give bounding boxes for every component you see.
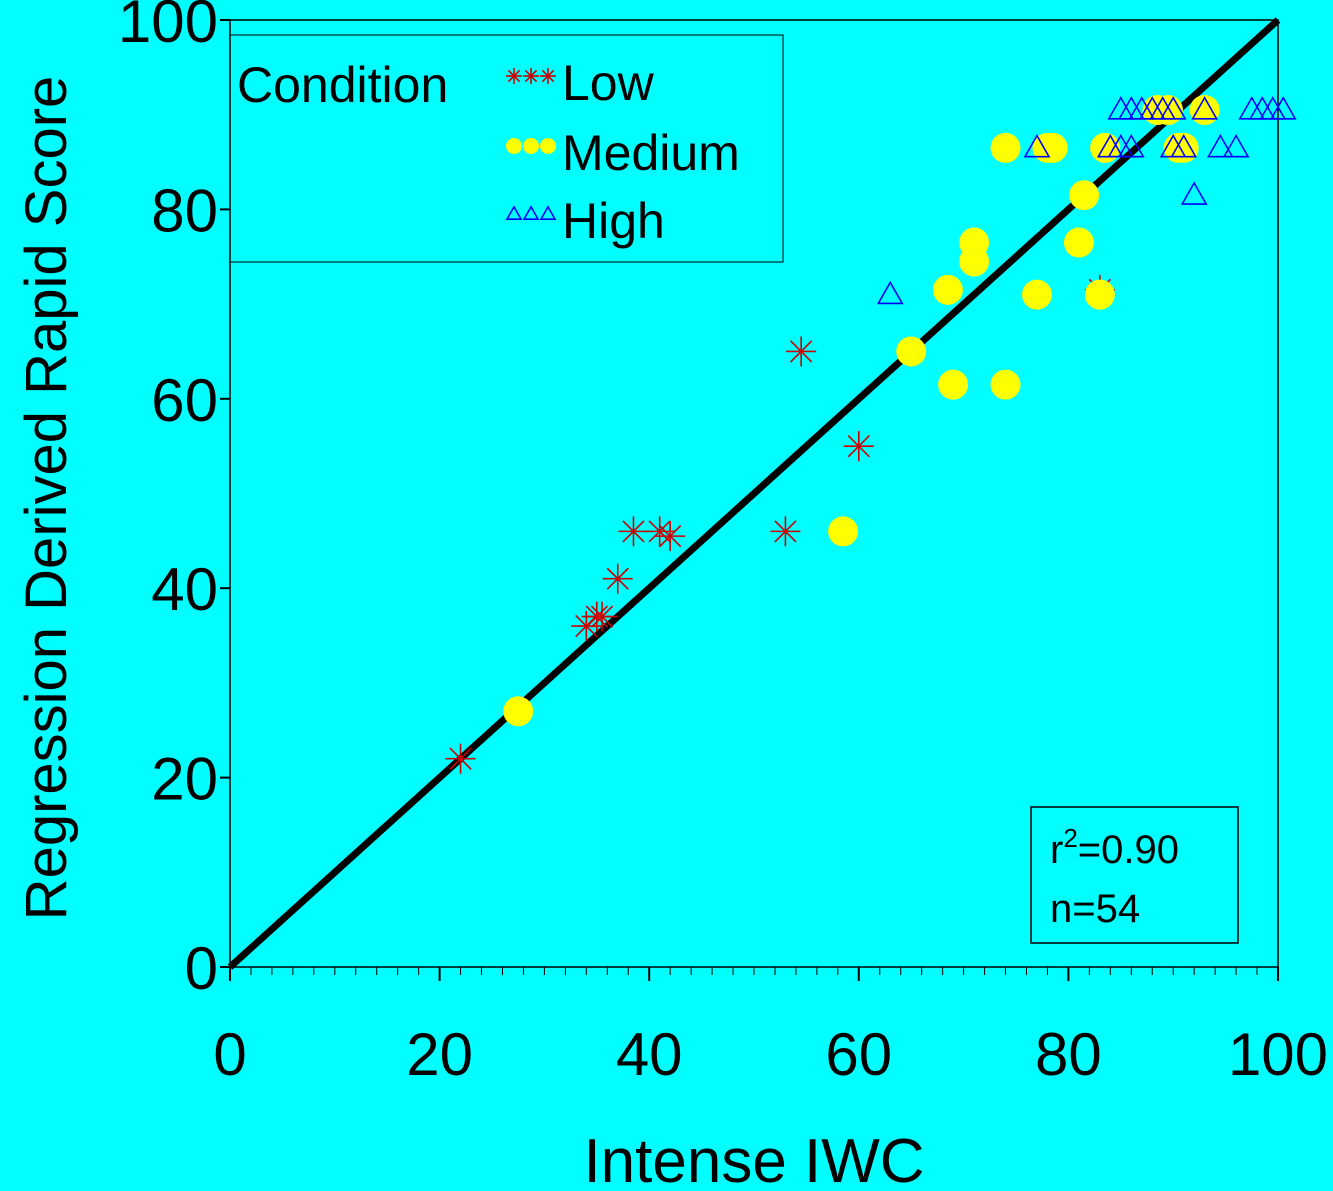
r-superscript: 2 (1063, 823, 1077, 853)
legend-marker-low (523, 68, 539, 84)
point-low (786, 336, 817, 367)
point-low (843, 431, 874, 462)
legend-label-medium: Medium (562, 125, 740, 181)
point-medium (1189, 94, 1220, 125)
point-high (1170, 134, 1198, 158)
point-low (587, 601, 618, 632)
point-high (1191, 96, 1219, 120)
annotation-box (1030, 806, 1239, 944)
x-tick-label: 40 (616, 1021, 683, 1088)
legend-label-high: High (562, 193, 665, 249)
y-tick-label: 80 (151, 177, 218, 244)
point-medium (828, 516, 859, 547)
point-low (445, 743, 476, 774)
point-high (1023, 134, 1051, 158)
r-squared-value: =0.90 (1078, 828, 1179, 872)
point-high (1222, 134, 1250, 158)
legend-marker-high (539, 205, 557, 220)
x-tick-label: 20 (406, 1021, 473, 1088)
asterisk-stroke (774, 520, 797, 543)
legend-marker-low (540, 68, 556, 84)
point-medium (990, 369, 1021, 400)
asterisk-stroke (847, 434, 870, 458)
asterisk-stroke (622, 520, 645, 543)
asterisk-stroke (658, 524, 682, 548)
point-medium (1069, 180, 1100, 211)
point-medium (1152, 94, 1183, 125)
point-high (1269, 96, 1297, 120)
point-low (770, 516, 801, 547)
asterisk-stroke (590, 605, 614, 628)
stats-annotation: r2=0.90 n=54 (1030, 806, 1239, 944)
point-medium (1168, 132, 1199, 163)
legend-box (229, 34, 784, 263)
point-high (1117, 134, 1145, 158)
point-medium (959, 227, 990, 258)
points-layer (445, 94, 1297, 774)
point-high (876, 280, 904, 305)
asterisk-stroke (789, 340, 813, 363)
r-letter: r (1050, 828, 1063, 872)
y-tick-label: 0 (185, 935, 218, 1002)
axes-layer: 0 20 40 60 80 100 0 20 40 60 80 100 (118, 0, 1328, 1088)
legend-marker-medium (523, 138, 539, 154)
x-axis-label: Intense IWC (583, 1127, 924, 1191)
n-label: n=54 (1050, 887, 1140, 931)
point-medium (896, 336, 927, 367)
asterisk-stroke (507, 69, 521, 83)
point-medium (1037, 132, 1068, 163)
point-medium (1063, 227, 1094, 258)
legend-marker-high (522, 205, 540, 220)
point-medium (1090, 132, 1121, 163)
point-medium (932, 274, 963, 305)
legend-title: Condition (237, 57, 448, 113)
point-low (602, 563, 633, 594)
legend-marker-high (505, 205, 523, 220)
asterisk-stroke (449, 747, 472, 770)
regression-fit-line (227, 17, 1281, 970)
x-tick-label: 60 (825, 1021, 892, 1088)
y-tick-label: 60 (151, 367, 218, 434)
point-low (655, 521, 686, 552)
r-squared-label: r2=0.90 (1050, 823, 1179, 872)
y-axis-label: Regression Derived Rapid Score (14, 76, 79, 921)
legend-marker-low (506, 68, 522, 84)
point-medium (938, 369, 969, 400)
asterisk-stroke (524, 69, 538, 83)
x-tick-label: 100 (1228, 1021, 1328, 1088)
y-tick-label: 40 (151, 556, 218, 623)
point-high (1159, 96, 1187, 120)
fit-line-layer (227, 17, 1281, 970)
asterisk-stroke (648, 520, 671, 543)
legend-marker-medium (540, 138, 556, 154)
legend-label-low: Low (562, 55, 655, 111)
x-tick-label: 80 (1035, 1021, 1102, 1088)
legend: Condition Low Medium High (229, 34, 784, 263)
point-medium (990, 132, 1021, 163)
point-low (618, 516, 649, 547)
x-tick-label: 0 (213, 1021, 246, 1088)
point-high (1180, 181, 1208, 205)
y-tick-label: 20 (151, 746, 218, 813)
legend-marker-medium (506, 138, 522, 154)
point-high (1206, 134, 1234, 158)
point-medium (503, 696, 534, 727)
y-tick-label: 100 (118, 0, 218, 55)
point-medium (1084, 279, 1115, 310)
asterisk-stroke (541, 69, 555, 83)
asterisk-stroke (606, 567, 629, 590)
point-medium (1021, 279, 1052, 310)
